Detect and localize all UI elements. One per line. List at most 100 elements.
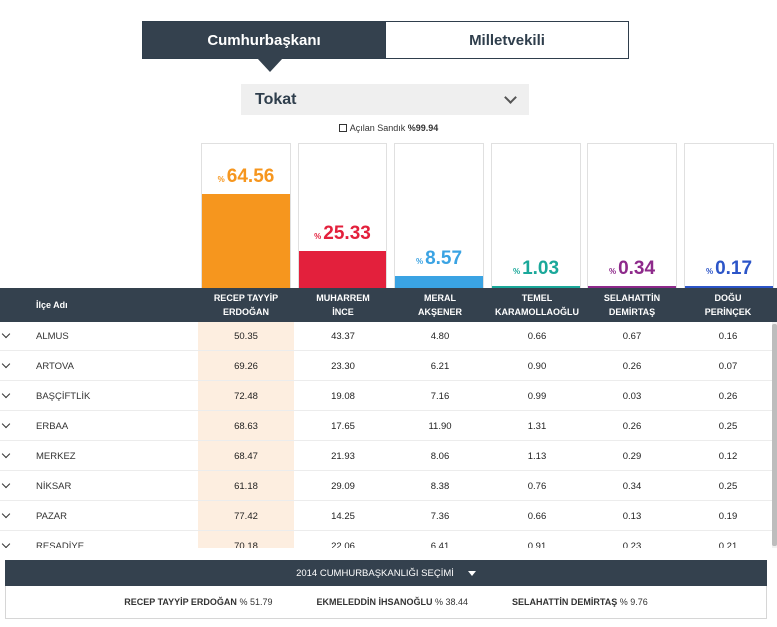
table-cell: 7.36	[430, 510, 450, 522]
tab-milletvekili[interactable]: Milletvekili	[385, 22, 628, 58]
row-expand-chevron-icon[interactable]	[1, 359, 11, 369]
tab-cumhurbaskani[interactable]: Cumhurbaşkanı	[143, 22, 385, 58]
candidate-card[interactable]: % 25.33	[298, 143, 387, 288]
candidate-vote-bar	[492, 286, 580, 288]
table-cell: 6.41	[430, 540, 450, 549]
province-select[interactable]: Tokat	[241, 84, 529, 115]
ballot-box-icon	[338, 124, 347, 132]
table-cell: 8.06	[430, 450, 450, 462]
table-cell: 6.21	[430, 360, 450, 372]
candidate-card[interactable]: % 8.57	[394, 143, 484, 288]
table-cell: 0.19	[718, 510, 738, 522]
province-select-value: Tokat	[255, 90, 297, 108]
candidate-column-header: MERAL AKŞENER	[417, 293, 462, 317]
table-cell: 77.42	[234, 510, 258, 522]
candidate-column-header: DOĞU PERİNÇEK	[704, 293, 752, 317]
table-cell: 0.67	[622, 330, 642, 342]
previous-result-item: EKMELEDDİN İHSANOĞLU % 38.44	[316, 597, 468, 607]
previous-election-toggle[interactable]: 2014 CUMHURBAŞKANLIĞI SEÇİMİ	[5, 560, 767, 586]
table-cell: 0.23	[622, 540, 642, 549]
table-row[interactable]: NİKSAR 61.18 29.09 8.38 0.76 0.34 0.25	[0, 471, 777, 501]
row-expand-chevron-icon[interactable]	[1, 329, 11, 339]
candidate-card[interactable]: % 1.03	[491, 143, 581, 288]
candidate-column-header: MUHARREM İNCE	[316, 293, 370, 317]
row-expand-chevron-icon[interactable]	[1, 539, 11, 548]
table-cell: 70.18	[234, 540, 258, 549]
district-name: BAŞÇİFTLİK	[36, 390, 91, 402]
table-row[interactable]: MERKEZ 68.47 21.93 8.06 1.13 0.29 0.12	[0, 441, 777, 471]
candidate-percentage: % 1.03	[492, 258, 580, 280]
district-name: ALMUS	[36, 330, 69, 342]
table-cell: 0.29	[622, 450, 642, 462]
row-expand-chevron-icon[interactable]	[1, 509, 11, 519]
row-expand-chevron-icon[interactable]	[1, 419, 11, 429]
candidate-card[interactable]: % 0.34	[587, 143, 677, 288]
table-row[interactable]: ARTOVA 69.26 23.30 6.21 0.90 0.26 0.07	[0, 351, 777, 381]
candidate-card[interactable]: % 64.56	[201, 143, 291, 288]
row-expand-chevron-icon[interactable]	[1, 479, 11, 489]
table-row[interactable]: ERBAA 68.63 17.65 11.90 1.31 0.26 0.25	[0, 411, 777, 441]
table-row[interactable]: REŞADİYE 70.18 22.06 6.41 0.91 0.23 0.21	[0, 531, 777, 548]
candidate-percentage-value: 8.57	[425, 248, 463, 269]
candidate-card[interactable]: % 0.17	[684, 143, 774, 288]
election-type-tabs: Cumhurbaşkanı Milletvekili	[142, 21, 629, 59]
previous-candidate-name: RECEP TAYYİP ERDOĞAN	[124, 597, 237, 607]
table-row[interactable]: ALMUS 50.35 43.37 4.80 0.66 0.67 0.16	[0, 322, 777, 351]
table-cell: 0.25	[718, 420, 738, 432]
previous-result-item: SELAHATTİN DEMİRTAŞ % 9.76	[512, 597, 648, 607]
table-cell: 22.06	[331, 540, 355, 549]
table-cell: 50.35	[234, 330, 258, 342]
table-cell: 68.47	[234, 450, 258, 462]
table-cell: 0.76	[527, 480, 547, 492]
ballot-opened-label: Açılan Sandık	[349, 123, 406, 133]
table-row[interactable]: PAZAR 77.42 14.25 7.36 0.66 0.13 0.19	[0, 501, 777, 531]
table-cell: 0.07	[718, 360, 738, 372]
table-scrollbar-thumb[interactable]	[772, 324, 777, 546]
candidate-percentage-value: 1.03	[522, 258, 560, 279]
table-cell: 19.08	[331, 390, 355, 402]
candidate-percentage: % 0.34	[588, 258, 676, 280]
table-cell: 1.13	[527, 450, 547, 462]
previous-result-item: RECEP TAYYİP ERDOĞAN % 51.79	[124, 597, 272, 607]
table-cell: 68.63	[234, 420, 258, 432]
district-name: REŞADİYE	[36, 540, 85, 549]
percent-sign: %	[705, 267, 714, 276]
results-table-header: İlçe Adı RECEP TAYYİP ERDOĞAN MUHARREM İNCE…	[0, 288, 777, 322]
candidate-percentage: % 64.56	[202, 166, 290, 188]
table-cell: 0.13	[622, 510, 642, 522]
table-cell: 0.25	[718, 480, 738, 492]
table-cell: 11.90	[428, 420, 452, 432]
district-name: ERBAA	[36, 420, 69, 432]
table-row[interactable]: BAŞÇİFTLİK 72.48 19.08 7.16 0.99 0.03 0.26	[0, 381, 777, 411]
table-cell: 72.48	[234, 390, 258, 402]
candidate-vote-bar	[685, 286, 773, 288]
ballot-opened-value: %99.94	[407, 123, 439, 133]
table-cell: 0.66	[527, 330, 547, 342]
previous-candidate-pct: % 38.44	[435, 597, 469, 607]
table-cell: 0.21	[718, 540, 738, 549]
district-name: ARTOVA	[36, 360, 75, 372]
table-cell: 0.34	[622, 480, 642, 492]
table-cell: 0.91	[527, 540, 547, 549]
active-tab-pointer	[257, 58, 283, 72]
previous-candidate-pct: % 51.79	[239, 597, 273, 607]
table-cell: 0.26	[622, 360, 642, 372]
previous-candidate-name: SELAHATTİN DEMİRTAŞ	[512, 597, 618, 607]
table-cell: 8.38	[430, 480, 450, 492]
candidate-percentage: % 25.33	[299, 223, 386, 245]
table-cell: 1.31	[527, 420, 547, 432]
district-column-header: İlçe Adı	[36, 300, 68, 310]
row-expand-chevron-icon[interactable]	[1, 389, 11, 399]
previous-election-results: RECEP TAYYİP ERDOĞAN % 51.79 EKMELEDDİN …	[5, 586, 767, 619]
previous-election-title: 2014 CUMHURBAŞKANLIĞI SEÇİMİ	[296, 567, 454, 579]
candidate-vote-bar	[202, 194, 290, 288]
candidate-column-header: RECEP TAYYİP ERDOĞAN	[213, 293, 279, 317]
table-cell: 0.66	[527, 510, 547, 522]
table-cell: 0.12	[718, 450, 738, 462]
chevron-down-icon	[504, 90, 517, 104]
erdogan-column-highlight	[198, 322, 294, 548]
row-expand-chevron-icon[interactable]	[1, 449, 11, 459]
table-cell: 0.26	[718, 390, 738, 402]
percent-sign: %	[217, 175, 225, 184]
table-cell: 69.26	[234, 360, 258, 372]
